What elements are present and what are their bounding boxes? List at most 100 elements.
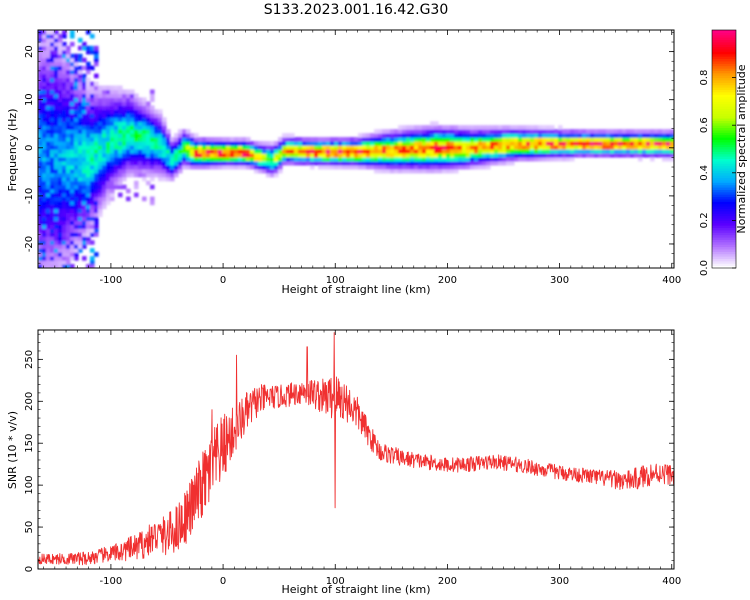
heatmap-cell: [90, 101, 95, 106]
heatmap-cell: [66, 196, 71, 202]
heatmap-cell: [234, 149, 239, 154]
heatmap-cell: [362, 156, 367, 162]
heatmap-cell: [70, 129, 75, 134]
heatmap-cell: [98, 172, 103, 178]
heatmap-cell: [38, 188, 43, 194]
heatmap-cell: [290, 149, 295, 154]
heatmap-cell: [586, 145, 591, 150]
snr-frame: [37, 329, 675, 570]
heatmap-cell: [58, 200, 63, 206]
heatmap-cell: [650, 133, 655, 138]
heatmap-cell: [150, 117, 155, 122]
heatmap-cell: [38, 220, 43, 225]
heatmap-cell: [294, 152, 299, 158]
heatmap-cell: [610, 149, 615, 154]
heatmap-cell: [454, 129, 459, 134]
heatmap-cell: [74, 228, 79, 233]
heatmap-cell: [54, 232, 59, 237]
heatmap-cell: [338, 137, 343, 142]
heatmap-cell: [182, 152, 187, 158]
heatmap-cell: [266, 152, 271, 158]
heatmap-cell: [70, 188, 75, 194]
heatmap-cell: [626, 145, 631, 150]
heatmap-cell: [70, 97, 75, 102]
heatmap-cell: [402, 133, 407, 138]
heatmap-cell: [46, 149, 51, 154]
heatmap-cell: [238, 152, 243, 158]
heatmap-cell: [450, 145, 455, 150]
heatmap-cell: [54, 49, 59, 55]
heatmap-cell: [74, 133, 79, 138]
heatmap-cell: [86, 49, 91, 55]
heatmap-cell: [626, 152, 631, 158]
heatmap-cell: [98, 192, 103, 198]
heatmap-cell: [310, 149, 315, 154]
heatmap-cell: [78, 224, 83, 229]
heatmap-cell: [446, 149, 451, 154]
heatmap-cell: [58, 105, 63, 110]
heatmap-cell: [74, 176, 79, 182]
heatmap-cell: [474, 133, 479, 138]
heatmap-cell: [46, 53, 51, 59]
heatmap-cell: [94, 192, 99, 198]
heatmap-cell: [50, 105, 55, 110]
heatmap-cell: [42, 73, 47, 79]
heatmap-cell: [130, 164, 135, 170]
heatmap-cell: [50, 141, 55, 146]
heatmap-cell: [62, 200, 67, 206]
heatmap-cell: [478, 129, 483, 134]
heatmap-cell: [134, 105, 139, 110]
heatmap-cell: [118, 180, 123, 186]
heatmap-cell: [562, 137, 567, 142]
heatmap-cell: [454, 168, 459, 174]
heatmap-cell: [262, 160, 267, 166]
heatmap-cell: [234, 160, 239, 166]
heatmap-cell: [102, 184, 107, 190]
heatmap-cell: [86, 129, 91, 134]
heatmap-cell: [94, 49, 99, 55]
colorbar-segment: [712, 87, 736, 90]
heatmap-cell: [74, 236, 79, 241]
x-tick-label: 100: [326, 275, 345, 286]
heatmap-cell: [98, 105, 103, 110]
heatmap-cell: [230, 164, 235, 170]
heatmap-cell: [482, 129, 487, 134]
heatmap-cell: [54, 152, 59, 158]
heatmap-cell: [46, 160, 51, 166]
heatmap-cell: [434, 129, 439, 134]
heatmap-cell: [134, 137, 139, 142]
heatmap-cell: [58, 196, 63, 202]
heatmap-cell: [110, 180, 115, 186]
heatmap-cell: [142, 125, 147, 130]
heatmap-cell: [150, 176, 155, 182]
heatmap-cell: [414, 156, 419, 162]
heatmap-cell: [42, 188, 47, 194]
heatmap-cell: [90, 212, 95, 218]
heatmap-cell: [38, 113, 43, 118]
heatmap-cell: [66, 212, 71, 218]
heatmap-cell: [62, 49, 67, 55]
heatmap-cell: [74, 164, 79, 170]
heatmap-cell: [454, 152, 459, 158]
heatmap-cell: [530, 129, 535, 134]
heatmap-cell: [170, 176, 175, 182]
heatmap-cell: [50, 57, 55, 63]
heatmap-cell: [70, 53, 75, 59]
heatmap-cell: [602, 149, 607, 154]
heatmap-cell: [142, 97, 147, 102]
heatmap-cell: [90, 224, 95, 229]
heatmap-cell: [118, 152, 123, 158]
heatmap-cell: [562, 133, 567, 138]
heatmap-cell: [82, 200, 87, 206]
heatmap-cell: [82, 188, 87, 194]
heatmap-cell: [42, 57, 47, 63]
heatmap-cell: [102, 89, 107, 95]
heatmap-cell: [610, 137, 615, 142]
heatmap-cell: [634, 129, 639, 134]
heatmap-cell: [102, 121, 107, 126]
heatmap-cell: [278, 145, 283, 150]
heatmap-cell: [198, 156, 203, 162]
heatmap-cell: [598, 129, 603, 134]
heatmap-cell: [134, 141, 139, 146]
heatmap-cell: [418, 156, 423, 162]
